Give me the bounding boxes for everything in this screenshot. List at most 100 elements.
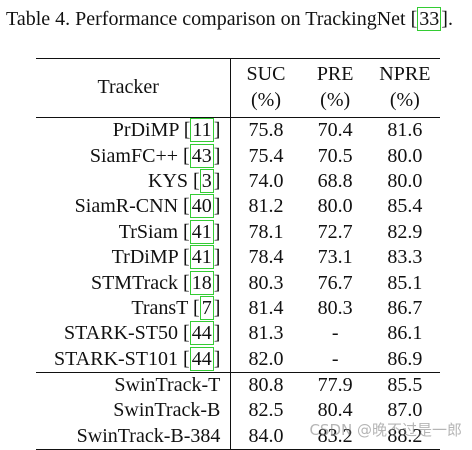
npre-cell: 86.9 [387, 347, 423, 370]
tracker-name: TrDiMP [111, 246, 179, 269]
tracker-cell: TrSiam [41] [36, 219, 232, 245]
npre-cell: 86.7 [387, 296, 423, 319]
citation-link[interactable]: 44 [189, 321, 214, 346]
npre-cell: 87.0 [387, 399, 423, 422]
table-caption: Table 4. Performance comparison on Track… [6, 6, 453, 32]
tracker-cell: PrDiMP [11] [36, 117, 232, 144]
tracker-name: TransT [131, 296, 189, 319]
table-row: TransT [7] 81.4 80.3 86.7 [36, 295, 440, 322]
pre-cell: 76.7 [317, 271, 353, 294]
pre-cell: - [331, 322, 339, 345]
header-suc-label: SUC [246, 63, 286, 85]
citation-link[interactable]: 18 [189, 270, 214, 295]
caption-suffix: ]. [441, 8, 453, 30]
npre-cell: 82.9 [387, 220, 423, 243]
table-row: KYS [3] 74.0 68.8 80.0 [36, 168, 440, 195]
table-row: STARK-ST50 [44] 81.3 - 86.1 [36, 321, 440, 347]
suc-cell: 84.0 [230, 423, 301, 450]
tracker-cell: TrDiMP [41] [36, 244, 232, 271]
npre-cell: 83.3 [387, 246, 423, 269]
table-row: SiamFC++ [43] 75.4 70.5 80.0 [36, 143, 440, 169]
tracker-name: SwinTrack-B-384 [36, 423, 232, 450]
watermark: CSDN @晚不过是一郎 [309, 421, 462, 439]
suc-cell: 81.2 [248, 195, 284, 218]
tracker-cell: KYS [3] [36, 168, 232, 195]
pre-cell: 72.7 [317, 220, 353, 243]
pre-cell: - [331, 347, 339, 370]
citation-link[interactable]: 41 [189, 245, 214, 270]
table-row: STARK-ST101 [44] 82.0 - 86.9 [36, 346, 440, 373]
tracker-cell: STARK-ST50 [44] [36, 321, 232, 347]
citation-link[interactable]: 44 [189, 346, 214, 371]
pre-cell: 70.4 [317, 119, 353, 142]
suc-cell: 82.0 [248, 347, 284, 370]
caption-prefix: Table 4. Performance comparison on Track… [6, 8, 418, 30]
pre-cell: 77.9 [300, 371, 370, 399]
citation-link[interactable]: 3 [199, 168, 214, 193]
header-suc-unit: (%) [251, 89, 281, 111]
header-npre-label: NPRE [379, 63, 431, 85]
suc-cell: 78.4 [248, 246, 284, 269]
tracker-name: SwinTrack-B [36, 398, 232, 424]
header-tracker: Tracker [36, 58, 232, 118]
suc-cell: 78.1 [248, 220, 284, 243]
table-row: TrSiam [41] 78.1 72.7 82.9 [36, 219, 440, 245]
tracker-cell: STARK-ST101 [44] [36, 346, 232, 373]
npre-cell: 85.4 [387, 195, 423, 218]
suc-cell: 80.3 [248, 271, 284, 294]
tracker-cell: TransT [7] [36, 295, 232, 322]
suc-cell: 80.8 [230, 371, 301, 399]
table-row: TrDiMP [41] 78.4 73.1 83.3 [36, 244, 440, 271]
tracker-name: KYS [148, 169, 189, 192]
citation-link[interactable]: 7 [199, 295, 214, 320]
citation-link[interactable]: 43 [189, 143, 214, 168]
table-row: SwinTrack-B 82.5 80.4 87.0 [36, 398, 440, 424]
pre-cell: 70.5 [317, 144, 353, 167]
suc-cell: 74.0 [248, 169, 284, 192]
pre-cell: 80.3 [317, 296, 353, 319]
prior-methods-group: PrDiMP [11] 75.8 70.4 81.6 SiamFC++ [43] 75.4… [36, 117, 440, 373]
tracker-name: TrSiam [118, 220, 179, 243]
table-row: SwinTrack-B-384 84.0 83.2 88.2 [36, 423, 440, 450]
citation-link[interactable]: 41 [189, 219, 214, 244]
tracker-cell: SiamR-CNN [40] [36, 194, 232, 220]
suc-cell: 81.4 [248, 296, 284, 319]
pre-cell: 80.0 [317, 195, 353, 218]
table-row: PrDiMP [11] 75.8 70.4 81.6 [36, 117, 440, 144]
header-suc: SUC (%) [230, 58, 301, 118]
table-row: SiamR-CNN [40] 81.2 80.0 85.4 [36, 194, 440, 220]
suc-cell: 82.5 [248, 399, 284, 422]
pre-cell: 68.8 [317, 169, 353, 192]
npre-cell: 86.1 [387, 322, 423, 345]
npre-cell: 80.0 [387, 144, 423, 167]
header-npre: NPRE (%) [369, 58, 440, 118]
header-npre-unit: (%) [389, 89, 420, 111]
tracker-cell: SiamFC++ [43] [36, 143, 232, 169]
npre-cell: 85.1 [387, 271, 423, 294]
tracker-name: SiamFC++ [89, 144, 179, 167]
tracker-name: STMTrack [90, 271, 179, 294]
tracker-name: STARK-ST50 [64, 322, 179, 345]
header-row: Tracker SUC (%) PRE (%) NPRE (%) [36, 58, 440, 118]
header-pre-unit: (%) [320, 89, 351, 111]
suc-cell: 75.8 [248, 119, 284, 142]
citation-link[interactable]: 40 [189, 194, 214, 219]
suc-cell: 75.4 [248, 144, 284, 167]
npre-cell: 85.5 [369, 371, 440, 399]
pre-cell: 73.1 [317, 246, 353, 269]
header-pre: PRE (%) [300, 58, 370, 118]
tracker-cell: STMTrack [18] [36, 270, 232, 296]
header-pre-label: PRE [316, 63, 354, 85]
npre-cell: 81.6 [387, 119, 423, 142]
pre-cell: 80.4 [317, 399, 353, 422]
results-table: Tracker SUC (%) PRE (%) NPRE (%) PrDiMP … [36, 58, 440, 450]
tracker-name: SwinTrack-T [36, 371, 232, 399]
npre-cell: 80.0 [387, 169, 423, 192]
suc-cell: 81.3 [248, 322, 284, 345]
citation-link[interactable]: 33 [417, 7, 442, 31]
tracker-name: PrDiMP [112, 119, 179, 142]
table-row: SwinTrack-T 80.8 77.9 85.5 [36, 371, 440, 399]
swintrack-group: SwinTrack-T 80.8 77.9 85.5 SwinTrack-B 82.5 80… [36, 371, 440, 450]
citation-link[interactable]: 11 [190, 118, 214, 143]
tracker-name: SiamR-CNN [74, 195, 179, 218]
